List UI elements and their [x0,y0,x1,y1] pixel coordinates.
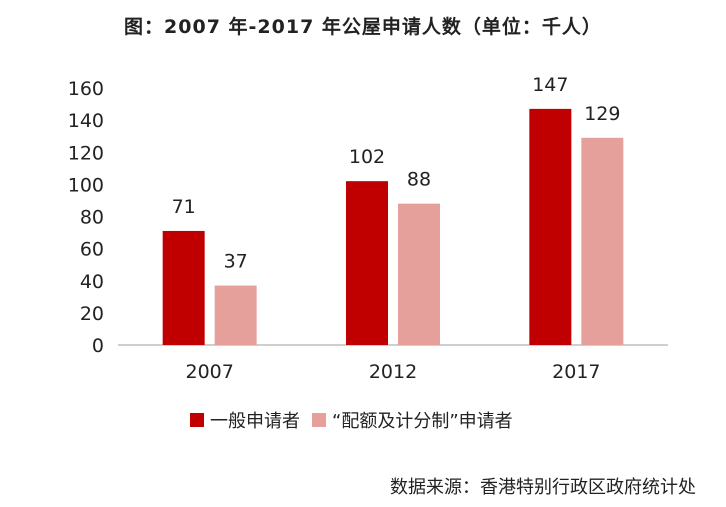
bar-series-2-2012 [398,203,440,345]
legend-item-series-2: “配额及计分制”申请者 [312,407,513,433]
legend-label-series-1: 一般申请者 [210,411,300,432]
y-tick-label: 140 [68,110,104,132]
bar-chart: 0 20 40 60 80 100 120 140 160 71 37 2007 102 88 2012 14… [68,74,668,383]
y-tick-label: 40 [80,271,104,293]
y-tick-label: 160 [68,78,104,100]
y-tick-label: 20 [80,303,104,325]
bar-series-1-2017 [529,108,572,345]
x-tick-label: 2017 [552,361,600,383]
legend-item-series-1: 一般申请者 [190,407,300,433]
y-tick-label: 60 [80,239,104,261]
source-note: 数据来源：香港特别行政区政府统计处 [390,477,696,498]
data-label-series-1-2017: 147 [532,74,568,96]
data-label-series-2-2017: 129 [584,103,620,125]
y-tick-label: 80 [80,207,104,229]
data-label-series-1-2012: 102 [349,146,385,168]
data-label-series-1-2007: 71 [172,196,196,218]
bar-series-2-2017 [581,137,624,345]
legend-swatch-series-2 [312,413,326,427]
legend: 一般申请者 “配额及计分制”申请者 [190,407,525,433]
y-tick-label: 120 [68,142,104,164]
legend-swatch-series-1 [190,413,204,427]
bar-series-2-2007 [214,285,257,345]
data-label-series-2-2007: 37 [224,251,248,273]
x-tick-label: 2012 [369,361,417,383]
bar-series-1-2007 [162,230,205,345]
chart-title: 图：2007 年-2017 年公屋申请人数（单位：千人） [124,16,602,38]
bar-series-1-2012 [346,181,388,345]
y-tick-label: 100 [68,174,104,196]
x-tick-label: 2007 [185,361,233,383]
data-label-series-2-2012: 88 [407,169,431,191]
legend-label-series-2: “配额及计分制”申请者 [332,411,513,432]
y-tick-label: 0 [92,335,104,357]
